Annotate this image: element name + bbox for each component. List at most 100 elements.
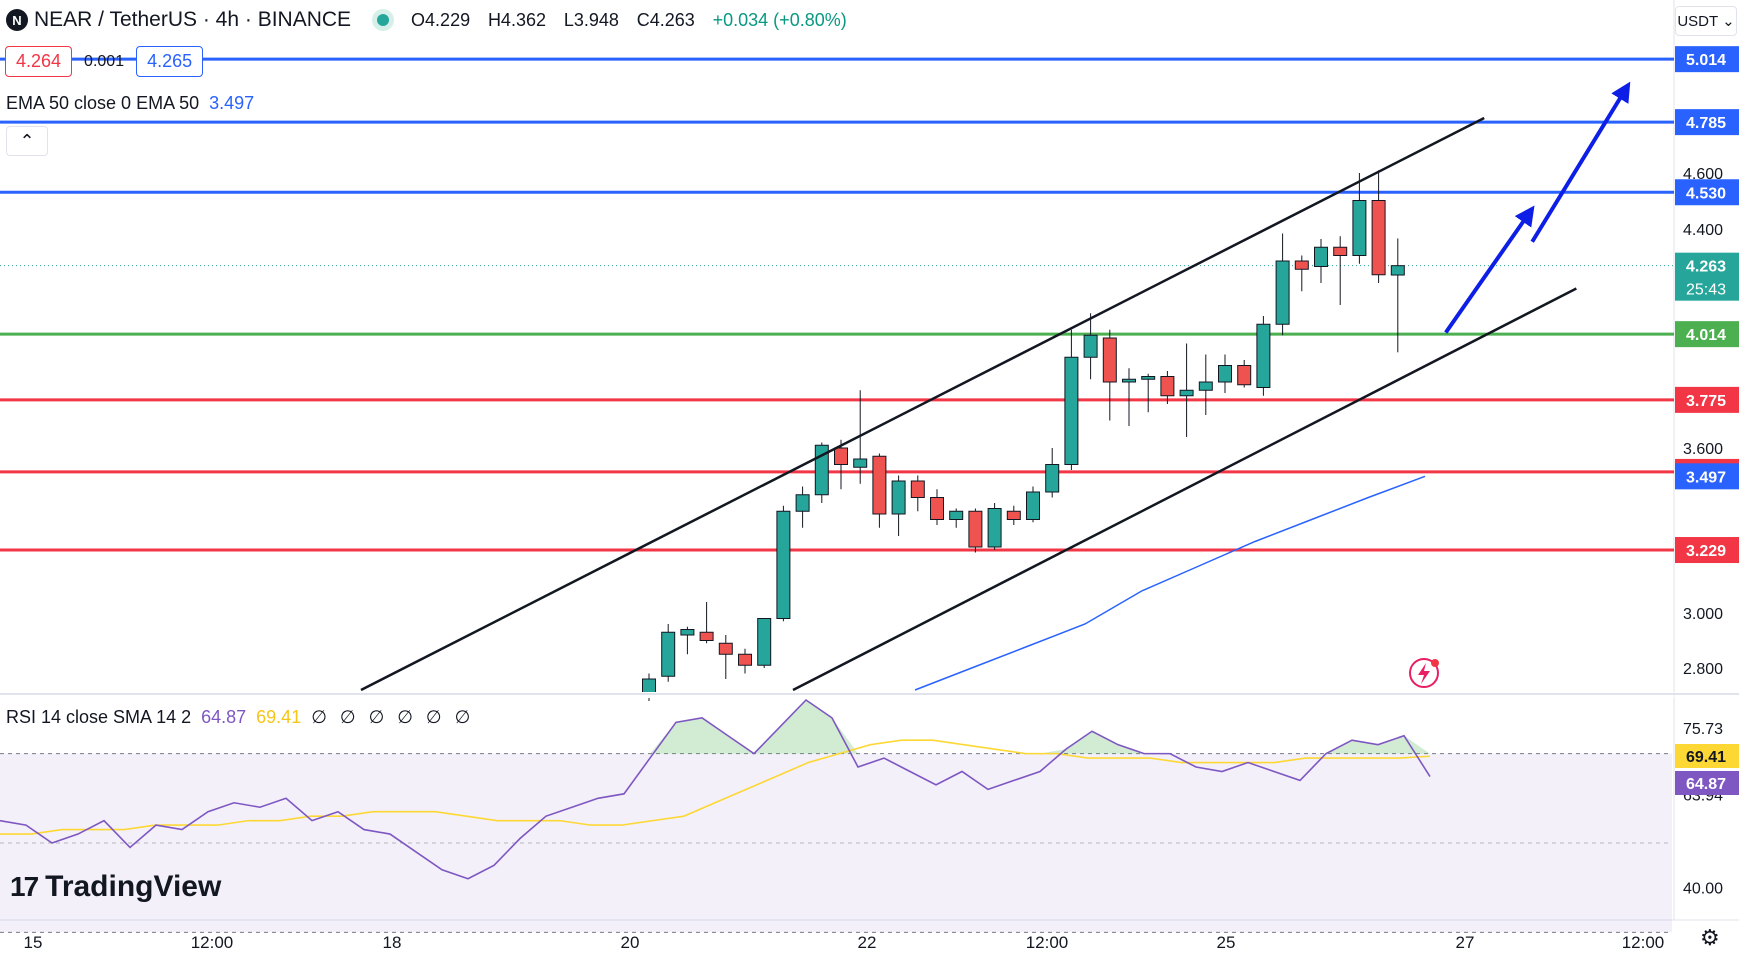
candle-body (1314, 246, 1328, 267)
time-axis-label: 27 (1456, 933, 1475, 952)
candle (968, 508, 983, 553)
candle (1237, 360, 1252, 388)
tradingview-mark-icon: 17 (10, 871, 39, 902)
price-badge-label: 4.263 (1686, 259, 1726, 276)
near-logo-icon: N (6, 9, 28, 31)
candle (872, 453, 887, 528)
time-axis-label: 25 (1217, 933, 1236, 952)
candle (814, 442, 829, 503)
price-badge: 3.497 (1675, 463, 1739, 490)
candle-body (1198, 381, 1213, 391)
candle-body (757, 618, 772, 666)
candle (1026, 486, 1040, 523)
spread-value: 0.001 (84, 52, 125, 70)
candle (718, 635, 733, 679)
ema-legend-value: 3.497 (209, 93, 255, 113)
candle-body (872, 455, 887, 515)
sell-button[interactable]: 4.264 (5, 46, 73, 77)
tradingview-logo[interactable]: 17 TradingView (10, 870, 221, 904)
rsi-legend-value: 64.87 (201, 707, 247, 727)
time-axis-label: 12:00 (191, 933, 234, 952)
candle-body (930, 497, 944, 520)
candle-body (776, 510, 791, 619)
ema-line (914, 475, 1426, 691)
candle-body (1333, 246, 1348, 256)
level-badge: 4.785 (1675, 109, 1739, 136)
candle (699, 602, 714, 644)
level-badge-label: 3.229 (1686, 543, 1726, 560)
candle (757, 618, 772, 668)
candle (1198, 354, 1213, 415)
candle (1160, 371, 1175, 404)
candle (776, 505, 791, 622)
level-badge-label: 3.775 (1686, 393, 1726, 410)
candle (1141, 373, 1156, 413)
price-axis-label: 4.600 (1683, 166, 1723, 183)
candle (1333, 236, 1348, 305)
price-axis-label: 3.600 (1683, 441, 1723, 458)
projection-arrow (1444, 205, 1535, 334)
rsi-legend-label: RSI 14 close SMA 14 2 (6, 707, 192, 727)
candle-body (718, 642, 733, 655)
candle (1006, 505, 1021, 525)
projection-arrow (1530, 81, 1631, 243)
candle-body (680, 629, 695, 636)
candle-body (1218, 365, 1232, 383)
ohlc-values: O4.229 H4.362 L3.948 C4.263 +0.034 (+0.8… (411, 8, 859, 32)
candle (1390, 238, 1405, 353)
ema-legend[interactable]: EMA 50 close 0 EMA 50 3.497 (6, 93, 254, 114)
candle (987, 503, 1002, 550)
candle (1275, 233, 1290, 336)
chevron-up-icon: ⌃ (19, 130, 35, 151)
candle-body (795, 494, 810, 512)
candle-body (1256, 323, 1271, 388)
rsi-badge: 64.87 (1675, 771, 1739, 795)
change-value: +0.034 (+0.80%) (712, 10, 847, 30)
rsi-legend[interactable]: RSI 14 close SMA 14 2 64.87 69.41 ∅ ∅ ∅ ∅ ∅… (6, 707, 474, 728)
market-status-icon (377, 14, 390, 26)
rsi-legend-extra: ∅ ∅ ∅ ∅ ∅ ∅ (311, 707, 475, 727)
candle (1045, 448, 1060, 498)
currency-select[interactable]: USDT ⌄ (1675, 6, 1737, 36)
candle-body (1294, 260, 1309, 270)
rsi-badge-label: 64.87 (1686, 776, 1726, 793)
symbol-title[interactable]: NEAR / TetherUS · 4h · BINANCE (34, 8, 352, 31)
candle (1352, 173, 1367, 264)
high-value: H4.362 (487, 10, 546, 30)
candle-body (661, 631, 676, 677)
candle-body (699, 631, 714, 641)
rsi-overbought-fill (650, 700, 1430, 754)
candle (949, 508, 964, 528)
candle (1179, 343, 1194, 437)
time-axis-label: 20 (621, 933, 640, 952)
open-value: O4.229 (411, 10, 471, 30)
time-axis-label: 15 (24, 933, 43, 952)
candle-body (910, 480, 925, 498)
candle (1122, 368, 1136, 426)
candle-body (1160, 376, 1175, 397)
rsi-sma-line (0, 739, 1431, 835)
candle (834, 439, 848, 490)
rsi-badge-label: 69.41 (1686, 749, 1726, 766)
candle-body (1275, 260, 1290, 325)
candle (910, 475, 925, 512)
candle (891, 475, 906, 536)
channel-lower-line (792, 287, 1577, 692)
settings-gear-icon[interactable]: ⚙ (1700, 925, 1720, 950)
tradingview-wordmark: TradingView (45, 870, 222, 903)
collapse-legend-button[interactable]: ⌃ (6, 126, 48, 156)
buy-button[interactable]: 4.265 (136, 46, 204, 77)
candle-body (738, 653, 752, 666)
alert-lightning-icon (1409, 658, 1439, 688)
candle-body (1122, 378, 1136, 383)
close-value: C4.263 (636, 10, 695, 30)
candle-body (1083, 334, 1098, 358)
level-badge-label: 4.530 (1686, 185, 1726, 202)
candle-body (1064, 356, 1079, 465)
rsi-axis-label: 75.73 (1683, 721, 1723, 738)
candle-body (1371, 200, 1386, 276)
candle (1102, 329, 1117, 421)
rsi-axis-label: 40.00 (1683, 881, 1723, 898)
